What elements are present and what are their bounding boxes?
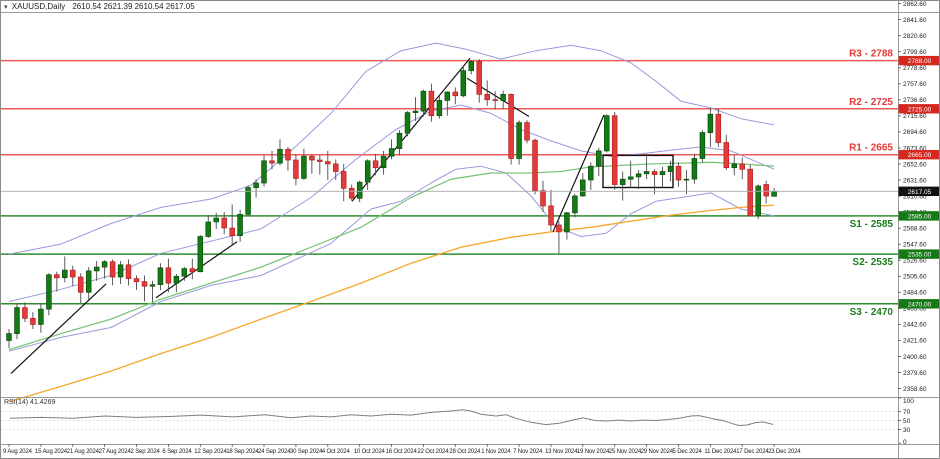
rsi-line [9,409,774,427]
level-badge-R1 [898,150,939,160]
svg-text:17 Dec 2024: 17 Dec 2024 [736,449,769,455]
svg-text:2505.60: 2505.60 [903,274,927,281]
svg-text:15 Aug 2024: 15 Aug 2024 [35,449,68,455]
svg-text:2585.00: 2585.00 [908,213,932,220]
svg-text:2547.60: 2547.60 [903,242,927,249]
svg-text:2778.60: 2778.60 [903,65,927,72]
svg-text:2379.60: 2379.60 [903,370,927,377]
level-label-S2: S2- 2535 [852,257,893,268]
level-badge-R2 [898,104,939,114]
svg-text:2617.05: 2617.05 [908,189,932,196]
svg-text:2725.00: 2725.00 [908,106,932,113]
svg-text:2 Sep 2024: 2 Sep 2024 [131,449,161,455]
level-badge-S3 [898,299,939,309]
svg-text:21 Aug 2024: 21 Aug 2024 [67,449,100,455]
trendline-5[interactable] [552,114,605,233]
svg-text:11 Dec 2024: 11 Dec 2024 [704,449,737,455]
trendline-3[interactable] [351,57,471,202]
svg-text:2799.60: 2799.60 [903,49,927,56]
svg-text:2820.60: 2820.60 [903,33,927,40]
trendline-2[interactable] [155,241,238,299]
sr-level-labels: R3 - 2788 R2 - 2725 R1 - 2665 S1 - 2585 S2- … [849,49,893,318]
rsi-indicator-label: RSI(14) 41.4269 [4,399,56,406]
svg-text:2694.60: 2694.60 [903,129,927,136]
svg-text:2568.60: 2568.60 [903,226,927,233]
svg-text:2400.60: 2400.60 [903,354,927,361]
chart-title-bar: ▾ XAUUSD,Daily 2610.54 2621.39 2610.54 2… [4,2,195,12]
svg-text:2665.00: 2665.00 [908,152,932,159]
svg-text:23 Dec 2024: 23 Dec 2024 [768,449,801,455]
svg-text:30 Sep 2024: 30 Sep 2024 [290,449,323,455]
level-label-R2: R2 - 2725 [849,97,893,108]
svg-text:13 Nov 2024: 13 Nov 2024 [545,449,578,455]
svg-text:2788.00: 2788.00 [908,58,932,65]
svg-text:9 Aug 2024: 9 Aug 2024 [3,449,33,455]
svg-text:50: 50 [903,418,911,425]
svg-text:2736.60: 2736.60 [903,97,927,104]
level-label-S1: S1 - 2585 [850,219,894,230]
svg-text:10 Oct 2024: 10 Oct 2024 [354,449,386,455]
chart-context-menu-icon[interactable]: ▾ [4,4,8,11]
svg-text:100: 100 [903,398,914,405]
svg-text:29 Nov 2024: 29 Nov 2024 [641,449,674,455]
svg-text:2463.60: 2463.60 [903,306,927,313]
time-axis[interactable]: 9 Aug 2024 15 Aug 2024 21 Aug 2024 27 Aug 2… [3,444,801,455]
level-label-R1: R1 - 2665 [849,143,893,154]
svg-text:2421.60: 2421.60 [903,338,927,345]
svg-text:12 Sep 2024: 12 Sep 2024 [194,449,227,455]
svg-text:0: 0 [903,439,907,446]
svg-text:2470.00: 2470.00 [908,301,932,308]
svg-text:18 Sep 2024: 18 Sep 2024 [226,449,259,455]
svg-text:2652.60: 2652.60 [903,161,927,168]
svg-text:25 Nov 2024: 25 Nov 2024 [609,449,642,455]
svg-text:2358.60: 2358.60 [903,386,927,393]
svg-text:2757.60: 2757.60 [903,81,927,88]
svg-text:2610.60: 2610.60 [903,193,927,200]
price-axis-badges: 2788.00 2725.00 2665.00 2585.00 2535.00 2470.… [898,55,939,309]
ohlc-readout: 2610.54 2621.39 2610.54 2617.05 [72,2,195,11]
svg-text:6 Sep 2024: 6 Sep 2024 [162,449,192,455]
svg-text:5 Dec 2024: 5 Dec 2024 [673,449,703,455]
svg-text:2631.60: 2631.60 [903,177,927,184]
rsi-panel[interactable]: 100 70 50 30 0 [1,397,914,446]
svg-text:27 Aug 2024: 27 Aug 2024 [99,449,132,455]
svg-text:2715.60: 2715.60 [903,113,927,120]
svg-text:7 Nov 2024: 7 Nov 2024 [513,449,543,455]
svg-text:22 Oct 2024: 22 Oct 2024 [417,449,449,455]
svg-text:2841.60: 2841.60 [903,17,927,24]
svg-text:30: 30 [903,427,911,434]
level-badge-S1 [898,211,939,221]
sr-level-lines [1,59,898,305]
drawing-annotations[interactable] [10,57,674,374]
svg-text:2862.60: 2862.60 [903,1,927,8]
svg-text:2673.60: 2673.60 [903,145,927,152]
svg-text:24 Sep 2024: 24 Sep 2024 [258,449,291,455]
trendline-1[interactable] [10,283,107,374]
svg-text:16 Oct 2024: 16 Oct 2024 [386,449,418,455]
svg-text:2526.60: 2526.60 [903,258,927,265]
level-label-R3: R3 - 2788 [849,49,893,60]
level-badge-S2 [898,249,939,259]
svg-text:70: 70 [903,409,911,416]
symbol-period-label: XAUUSD,Daily [11,2,66,11]
svg-text:2484.60: 2484.60 [903,290,927,297]
svg-text:19 Nov 2024: 19 Nov 2024 [577,449,610,455]
level-badge-R3 [898,55,939,66]
indicator-lines [8,42,775,403]
svg-text:2535.00: 2535.00 [908,252,932,259]
svg-text:4 Oct 2024: 4 Oct 2024 [322,449,351,455]
level-label-S3: S3 - 2470 [850,307,894,318]
svg-text:28 Oct 2024: 28 Oct 2024 [449,449,481,455]
current-price-badge [898,186,939,196]
candlestick-series [6,59,777,349]
svg-text:2442.60: 2442.60 [903,322,927,329]
svg-text:1 Nov 2024: 1 Nov 2024 [481,449,511,455]
